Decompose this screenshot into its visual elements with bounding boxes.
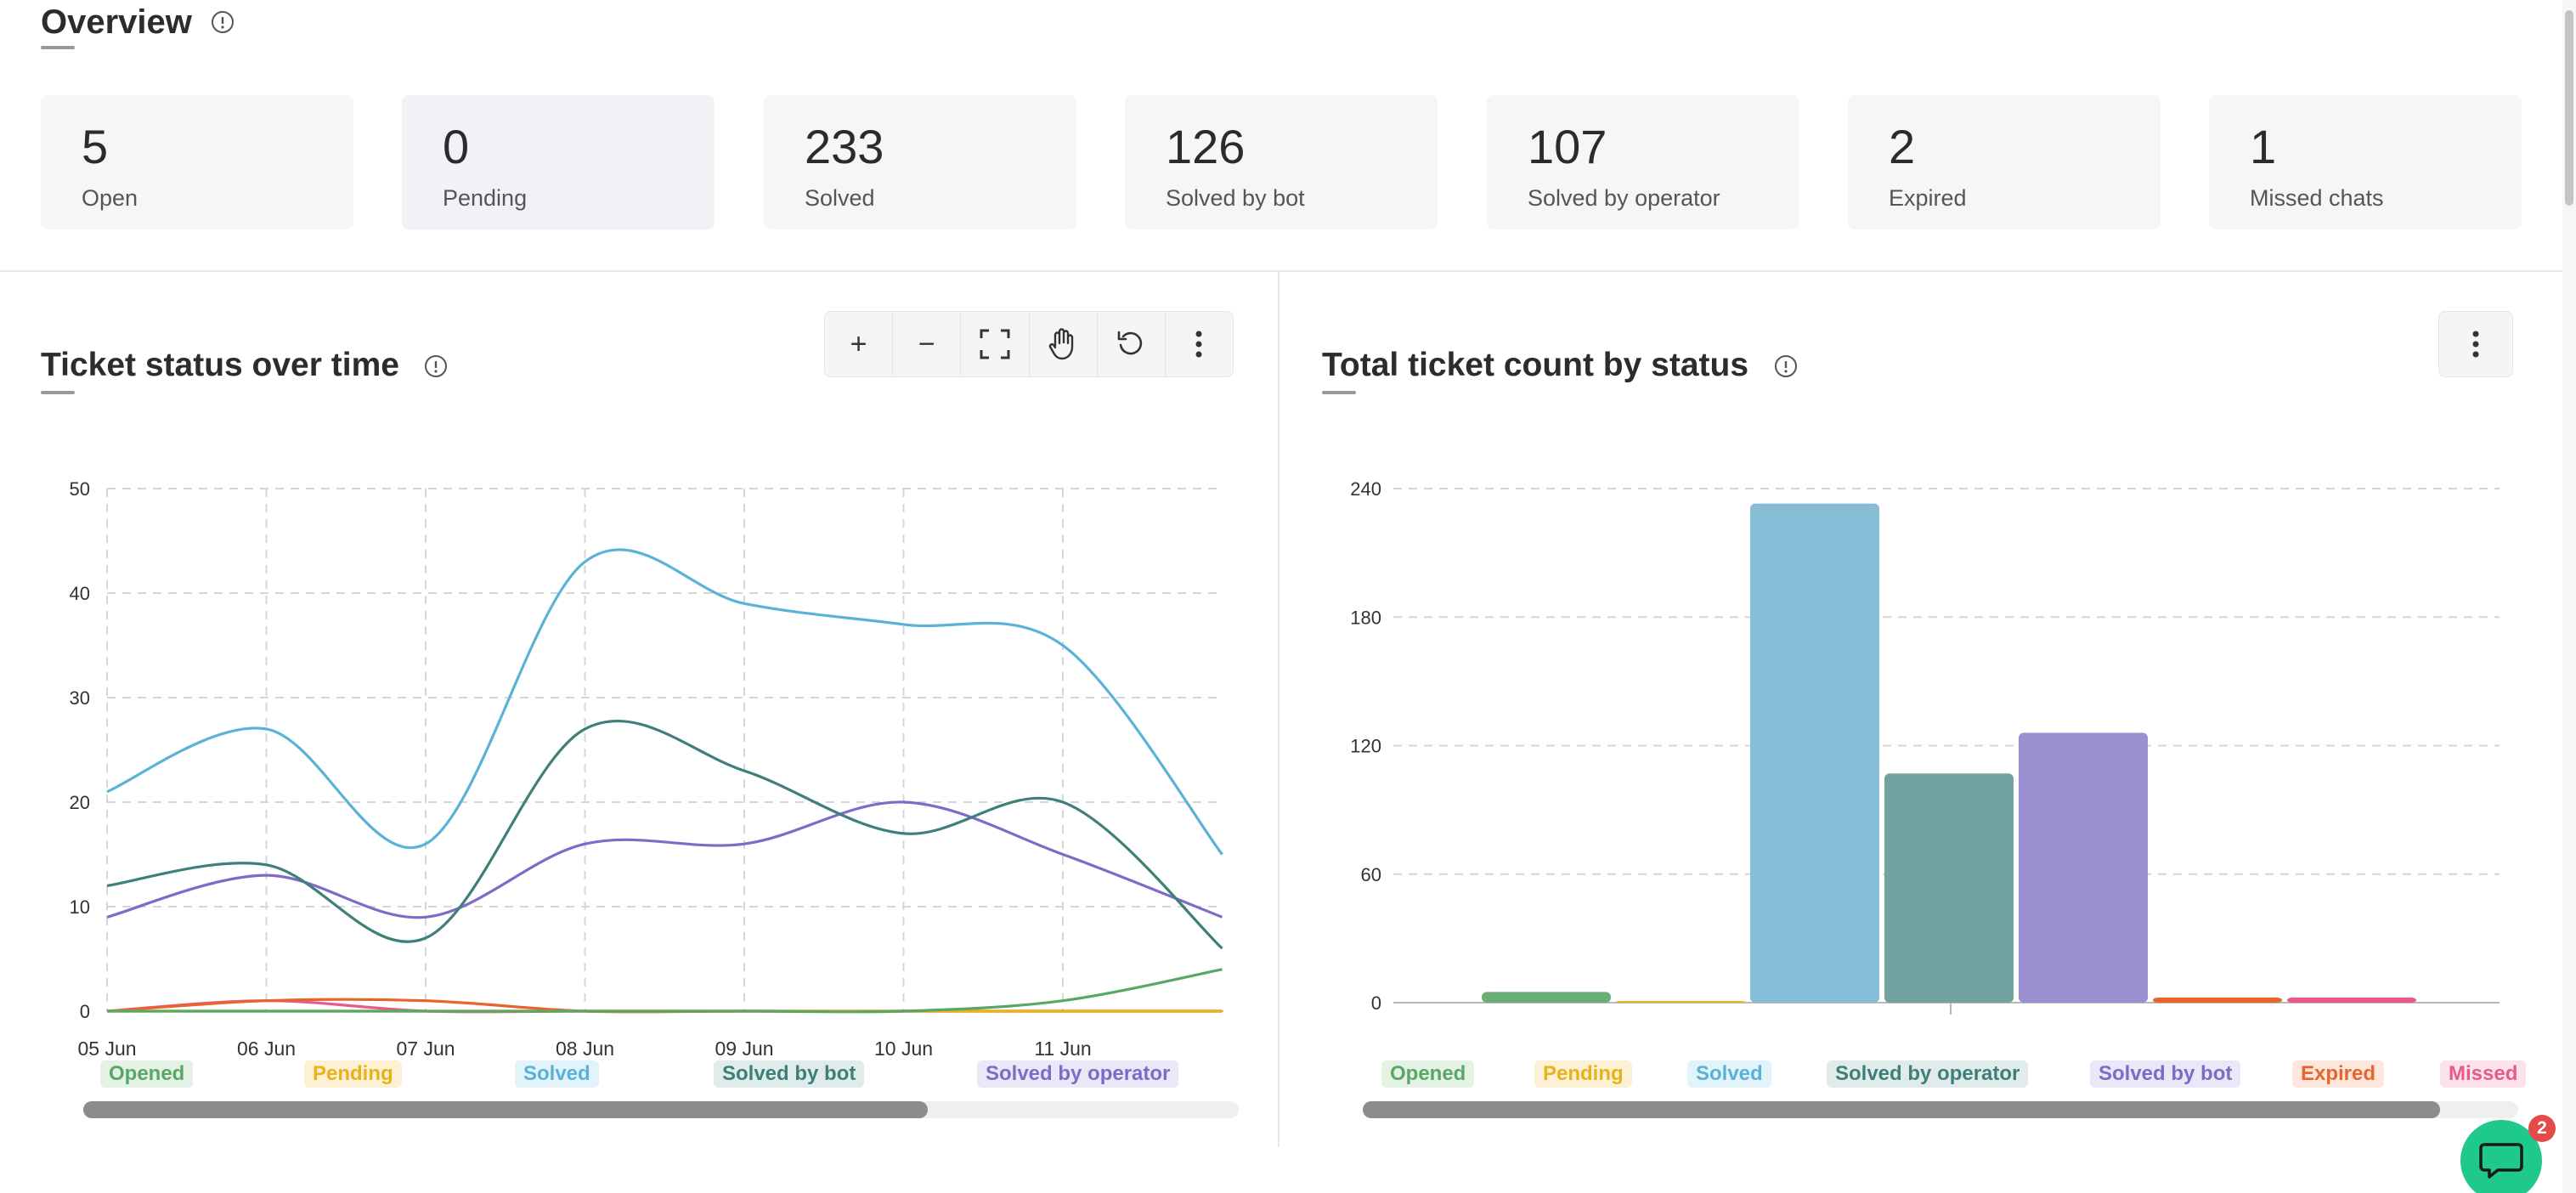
stat-label: Open — [82, 185, 138, 211]
y-tick-label: 40 — [70, 583, 90, 604]
bar-expired — [2153, 998, 2282, 1003]
x-tick-label: 05 Jun — [77, 1038, 136, 1060]
stat-card-open[interactable]: 5 Open — [41, 95, 353, 229]
stat-label: Solved — [805, 185, 875, 211]
bar-solved-by-bot — [2019, 732, 2148, 1003]
zoom-in-button[interactable]: + — [825, 312, 894, 376]
bar-chart-menu-button[interactable] — [2438, 311, 2513, 377]
stat-card-solved-by-bot[interactable]: 126 Solved by bot — [1125, 95, 1438, 229]
bar-solved — [1750, 503, 1879, 1003]
legend-solved[interactable]: Solved — [1687, 1060, 1771, 1088]
y-tick-label: 10 — [70, 896, 90, 918]
x-tick-label: 11 Jun — [1034, 1038, 1091, 1060]
stat-label: Missed chats — [2250, 185, 2384, 211]
legend-solved[interactable]: Solved — [515, 1060, 599, 1088]
x-tick-label: 08 Jun — [556, 1038, 614, 1060]
series-line — [106, 548, 1223, 856]
y-tick-label: 240 — [1350, 478, 1381, 500]
section-divider — [0, 270, 2562, 272]
bar-chart-title: Total ticket count by status — [1322, 347, 1749, 383]
stat-value: 126 — [1166, 120, 1246, 173]
legend-opened[interactable]: Opened — [100, 1060, 194, 1088]
stat-card-missed-chats[interactable]: 1 Missed chats — [2209, 95, 2522, 229]
legend-opened[interactable]: Opened — [1381, 1060, 1475, 1088]
stat-card-solved-by-operator[interactable]: 107 Solved by operator — [1487, 95, 1799, 229]
stat-value: 5 — [82, 120, 109, 173]
stat-label: Pending — [443, 185, 528, 211]
chat-unread-badge: 2 — [2528, 1115, 2556, 1142]
legend-solved-by-bot[interactable]: Solved by bot — [2090, 1060, 2241, 1088]
legend-missed[interactable]: Missed — [2440, 1060, 2527, 1088]
zoom-out-icon: − — [918, 327, 935, 360]
x-tick-label: 09 Jun — [715, 1038, 773, 1060]
x-tick-label: 07 Jun — [396, 1038, 455, 1060]
y-tick-label: 20 — [70, 792, 90, 813]
y-tick-label: 0 — [1371, 992, 1381, 1014]
selection-zoom-icon — [980, 329, 1010, 359]
stat-value: 107 — [1528, 120, 1607, 173]
series-line — [106, 800, 1223, 919]
stat-label: Expired — [1889, 185, 1967, 211]
info-icon[interactable] — [1774, 354, 1798, 378]
series-line — [107, 968, 1223, 1014]
zoom-in-icon: + — [850, 327, 867, 360]
y-tick-label: 60 — [1361, 864, 1381, 885]
reset-icon — [1117, 331, 1143, 355]
pan-button[interactable] — [1030, 312, 1098, 376]
line-chart: 0 10 20 30 40 50 05 Jun 06 Jun 07 Jun 08 Jun 09 Ju… — [70, 478, 1223, 1060]
stat-label: Solved by operator — [1528, 185, 1720, 211]
kebab-menu-icon — [1195, 331, 1202, 358]
chart-menu-button[interactable] — [1166, 312, 1233, 376]
stat-cards: 5 Open 0 Pending 233 Solved 126 Solved b… — [41, 95, 2522, 229]
chat-bubble-icon — [2479, 1143, 2523, 1179]
chart-toolbar: + − — [824, 311, 1234, 377]
legend-pending[interactable]: Pending — [304, 1060, 402, 1088]
reset-zoom-button[interactable] — [1098, 312, 1166, 376]
stat-card-solved[interactable]: 233 Solved — [764, 95, 1076, 229]
y-tick-label: 180 — [1350, 607, 1381, 628]
y-tick-label: 0 — [80, 1001, 90, 1022]
zoom-out-button[interactable]: − — [893, 312, 962, 376]
y-tick-label: 120 — [1350, 736, 1381, 757]
panel-divider — [1278, 272, 1280, 1147]
overview-title: Overview — [41, 3, 192, 41]
series-line — [106, 719, 1223, 950]
bar-pending — [1616, 1001, 1745, 1003]
title-underline — [41, 391, 75, 394]
legend-solved-by-operator[interactable]: Solved by operator — [977, 1060, 1179, 1088]
stat-value: 2 — [1889, 120, 1916, 173]
bar-solved-by-operator — [1884, 773, 2014, 1003]
info-icon[interactable] — [424, 354, 448, 378]
page-scrollbar[interactable] — [2562, 0, 2576, 1193]
line-chart-scrollbar-thumb[interactable] — [83, 1101, 928, 1118]
title-underline — [1322, 391, 1356, 394]
legend-pending[interactable]: Pending — [1534, 1060, 1632, 1088]
x-tick-label: 06 Jun — [237, 1038, 296, 1060]
legend-solved-by-bot[interactable]: Solved by bot — [714, 1060, 865, 1088]
legend-expired[interactable]: Expired — [2292, 1060, 2385, 1088]
stat-value: 0 — [443, 120, 470, 173]
x-tick-label: 10 Jun — [874, 1038, 933, 1060]
bar-chart-scrollbar-thumb[interactable] — [1363, 1101, 2440, 1118]
page-scrollbar-thumb[interactable] — [2565, 10, 2573, 206]
stat-card-pending[interactable]: 0 Pending — [402, 95, 715, 229]
bar-chart: 0 60 120 180 240 — [1350, 478, 2500, 1015]
selection-zoom-button[interactable] — [961, 312, 1030, 376]
info-icon[interactable] — [211, 10, 234, 34]
y-tick-label: 30 — [70, 687, 90, 709]
legend-solved-by-operator[interactable]: Solved by operator — [1827, 1060, 2029, 1088]
pan-hand-icon — [1048, 328, 1074, 360]
stat-label: Solved by bot — [1166, 185, 1305, 211]
line-chart-title: Ticket status over time — [41, 347, 399, 383]
stat-value: 233 — [805, 120, 884, 173]
bar-missed — [2287, 998, 2416, 1003]
stat-card-expired[interactable]: 2 Expired — [1848, 95, 2161, 229]
kebab-menu-icon — [2472, 331, 2479, 358]
stat-value: 1 — [2250, 120, 2277, 173]
bar-opened — [1482, 992, 1611, 1003]
title-underline — [41, 46, 75, 49]
y-tick-label: 50 — [70, 478, 90, 500]
